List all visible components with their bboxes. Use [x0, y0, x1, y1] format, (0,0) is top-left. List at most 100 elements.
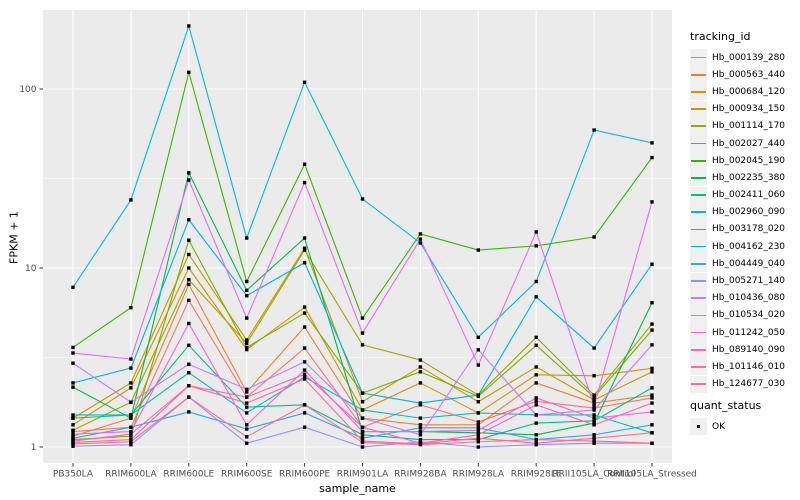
- data-point: [302, 246, 307, 250]
- data-point: [592, 433, 596, 437]
- data-point: [71, 444, 75, 448]
- data-point: [650, 343, 654, 347]
- data-point: [534, 421, 538, 425]
- data-point: [650, 328, 654, 332]
- data-point: [302, 346, 307, 350]
- data-point: [245, 316, 249, 320]
- data-point: [476, 440, 480, 444]
- data-point: [187, 410, 191, 414]
- data-point: [245, 345, 249, 350]
- data-point: [592, 404, 596, 408]
- legend-line-swatch-icon: [690, 152, 707, 170]
- data-point: [360, 416, 365, 420]
- data-point: [476, 420, 480, 424]
- data-point: [360, 425, 365, 429]
- data-point: [534, 365, 538, 369]
- legend-item: Hb_000934_150: [690, 100, 785, 118]
- legend-line-swatch-icon: [690, 306, 707, 324]
- data-point: [534, 343, 538, 347]
- data-point: [245, 341, 249, 345]
- data-point: [592, 423, 596, 427]
- y-tick-label: 1: [31, 443, 37, 453]
- data-point: [360, 331, 365, 335]
- data-point: [187, 384, 191, 388]
- data-point: [534, 413, 538, 417]
- data-point: [187, 238, 191, 242]
- data-point: [245, 236, 249, 240]
- y-tick-label: 10: [25, 264, 37, 274]
- legend-item-label: Hb_101146_010: [712, 361, 786, 372]
- x-tick-label: RRIM928LA: [453, 470, 505, 480]
- data-point: [245, 411, 249, 415]
- legend-line-swatch-icon: [690, 186, 707, 204]
- data-point: [592, 374, 596, 378]
- data-point: [418, 401, 423, 405]
- legend-item-label: Hb_010436_080: [712, 293, 786, 304]
- legend-item: Hb_004162_230: [690, 238, 786, 256]
- data-point: [650, 386, 654, 390]
- x-tick-label: RRIM600LA: [105, 470, 157, 480]
- legend-item: Hb_001114_170: [690, 117, 785, 135]
- legend-line-swatch-icon: [690, 375, 707, 393]
- legend-item: Hb_000139_280: [690, 49, 785, 67]
- x-tick-label: PB350LA: [53, 470, 94, 480]
- data-point: [476, 433, 480, 437]
- legend-item: Hb_010534_020: [690, 306, 785, 324]
- data-point: [650, 401, 654, 405]
- legend-line-swatch-icon: [690, 100, 707, 118]
- data-point: [71, 381, 75, 385]
- data-point: [245, 347, 249, 352]
- data-point: [129, 381, 133, 385]
- legend-item: Hb_011242_050: [690, 324, 785, 342]
- data-point: [476, 335, 480, 340]
- data-point: [650, 396, 654, 400]
- legend-item-label: Hb_004162_230: [712, 241, 786, 252]
- x-tick-label: RRII105LA_Control: [552, 470, 635, 480]
- data-point: [650, 322, 654, 326]
- data-point: [245, 390, 249, 394]
- legend-item-label: Hb_089140_090: [712, 344, 786, 355]
- data-point: [302, 248, 307, 252]
- data-point: [418, 423, 423, 427]
- data-point: [302, 180, 307, 185]
- data-point: [650, 393, 654, 397]
- data-point: [302, 236, 307, 240]
- data-point: [71, 436, 75, 440]
- legend-line-swatch-icon: [690, 289, 707, 307]
- data-point: [592, 439, 596, 443]
- x-tick-label: RRIM928LE: [511, 470, 562, 480]
- legend-item-label: OK: [712, 421, 725, 432]
- data-point: [245, 401, 249, 405]
- data-point: [129, 413, 133, 417]
- legend-line-swatch-icon: [690, 255, 707, 273]
- data-point: [302, 311, 307, 315]
- data-point: [650, 155, 654, 160]
- data-point: [245, 338, 249, 342]
- legend-item: Hb_010436_080: [690, 289, 786, 307]
- data-point: [476, 431, 480, 435]
- legend-line-swatch-icon: [690, 49, 707, 67]
- data-point: [187, 321, 191, 326]
- legend-item: Hb_002027_440: [690, 135, 785, 153]
- data-point: [418, 416, 423, 420]
- data-point: [360, 445, 365, 449]
- data-point: [129, 400, 133, 404]
- data-point: [418, 358, 423, 362]
- data-point: [534, 381, 538, 385]
- plot-panel: [43, 10, 672, 463]
- data-point: [418, 232, 423, 236]
- data-point: [360, 316, 365, 320]
- data-point: [302, 403, 307, 407]
- data-point: [302, 375, 307, 379]
- data-point: [71, 434, 75, 438]
- x-tick-label: RRIM600LE: [163, 470, 214, 480]
- legend-item-label: Hb_002045_190: [712, 155, 786, 166]
- legend-item-label: Hb_002411_060: [712, 190, 786, 201]
- data-point: [302, 305, 307, 309]
- data-point: [476, 411, 480, 415]
- data-point: [650, 410, 654, 414]
- data-point: [129, 198, 133, 202]
- data-point: [650, 200, 654, 204]
- data-point: [592, 413, 596, 417]
- data-point: [129, 386, 133, 390]
